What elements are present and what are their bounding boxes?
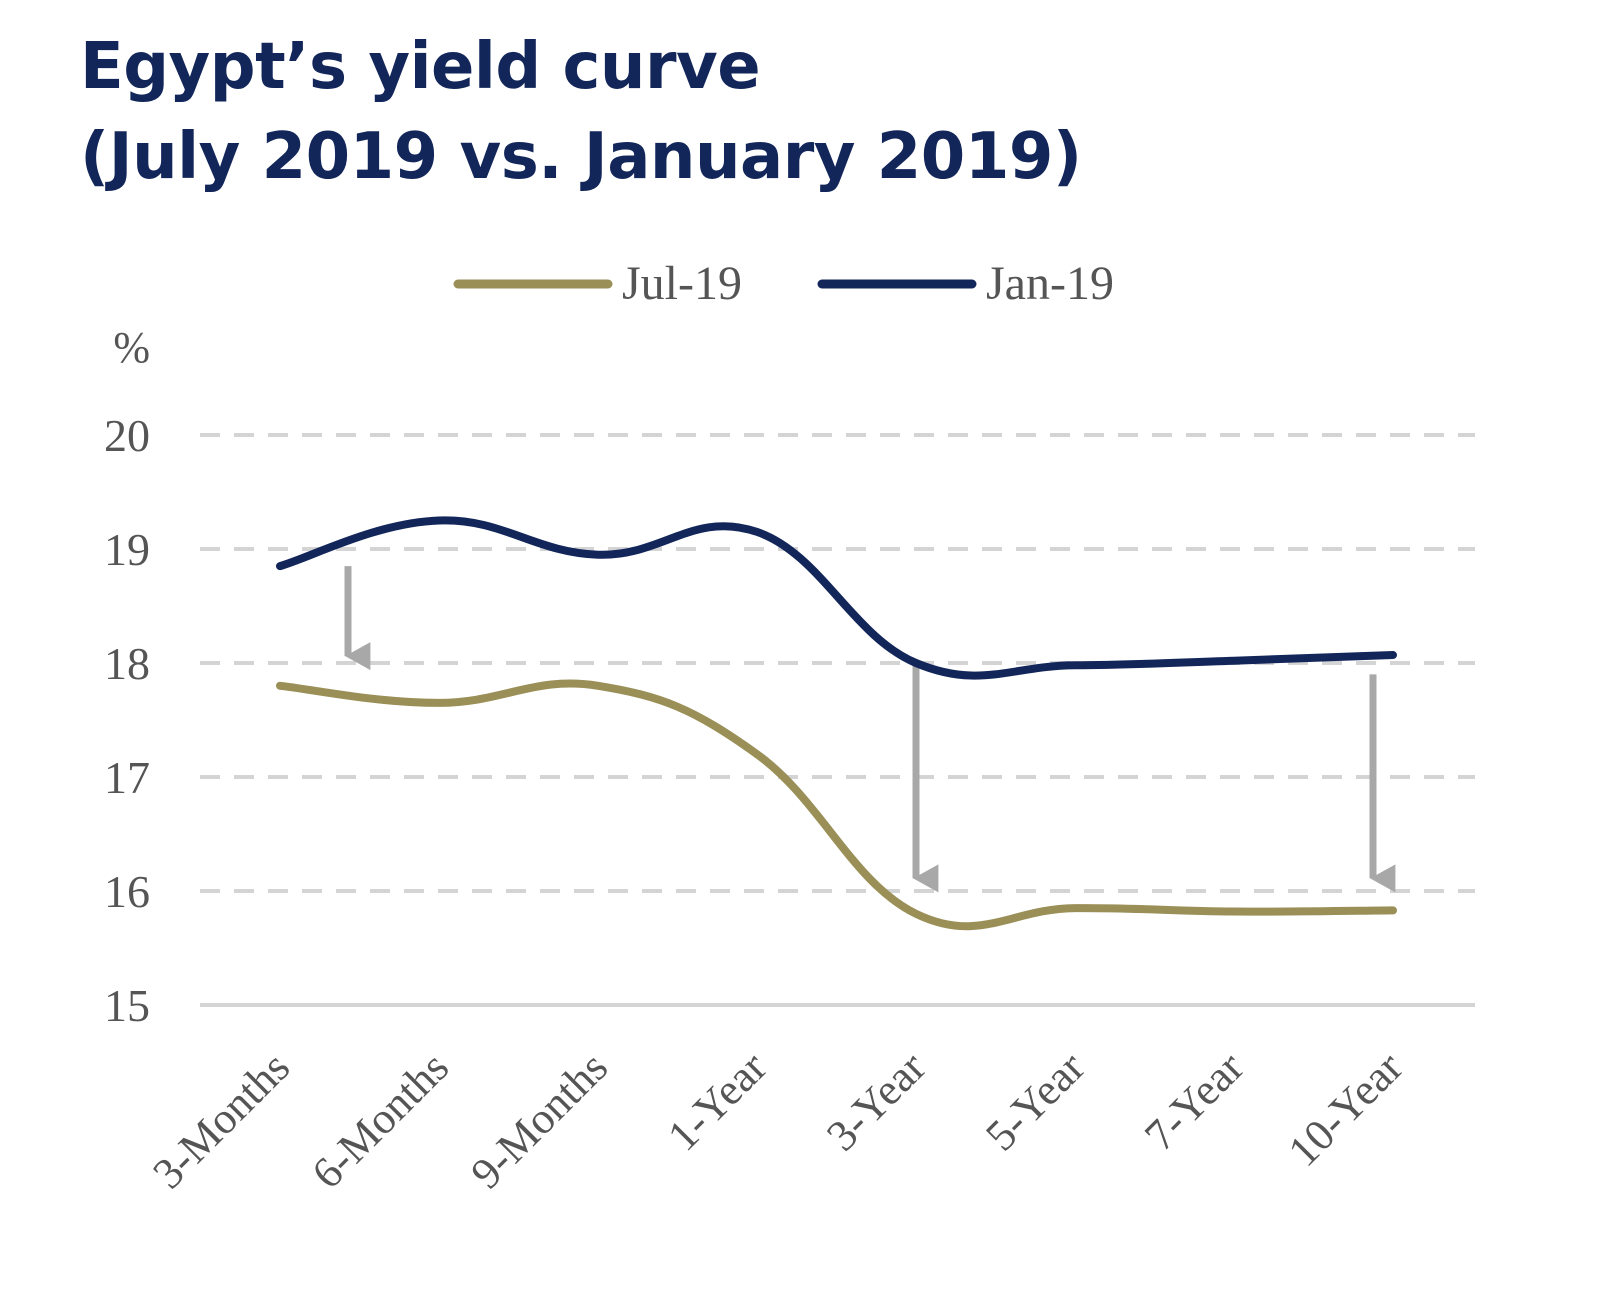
x-tick-label: 6-Months bbox=[302, 1042, 458, 1198]
y-tick-label: 19 bbox=[104, 524, 150, 575]
change-arrows bbox=[344, 566, 1396, 893]
y-axis-ticks: 15 16 17 18 19 20 bbox=[104, 410, 150, 1031]
y-tick-label: 15 bbox=[104, 980, 150, 1031]
x-tick-label: 3-Months bbox=[143, 1042, 299, 1198]
legend: Jul-19 Jan-19 bbox=[453, 257, 1114, 310]
x-axis-ticks: 3-Months 6-Months 9-Months 1-Year 3-Year 5-Ye… bbox=[143, 1042, 1412, 1198]
legend-label-jan-19: Jan-19 bbox=[986, 257, 1114, 310]
x-tick-label: 9-Months bbox=[461, 1042, 617, 1198]
x-tick-label: 10-Year bbox=[1279, 1042, 1413, 1176]
series-lines bbox=[276, 516, 1397, 931]
series-line-jul-19 bbox=[276, 679, 1397, 931]
gridlines bbox=[200, 433, 1475, 1007]
chart-title-line1: Egypt’s yield curve bbox=[80, 30, 761, 104]
chart-title-line2: (July 2019 vs. January 2019) bbox=[80, 120, 1082, 194]
x-tick-label: 1-Year bbox=[658, 1042, 776, 1160]
x-tick-label: 3-Year bbox=[817, 1042, 935, 1160]
x-tick-label: 7-Year bbox=[1135, 1042, 1253, 1160]
x-tick-label: 5-Year bbox=[976, 1042, 1094, 1160]
chart-title: Egypt’s yield curve (July 2019 vs. Janua… bbox=[80, 22, 1082, 202]
y-axis-unit-label: % bbox=[113, 323, 150, 372]
legend-label-jul-19: Jul-19 bbox=[622, 257, 742, 310]
series-line-jan-19 bbox=[276, 516, 1397, 680]
y-tick-label: 18 bbox=[104, 638, 150, 689]
y-tick-label: 17 bbox=[104, 752, 150, 803]
y-tick-label: 20 bbox=[104, 410, 150, 461]
y-tick-label: 16 bbox=[104, 866, 150, 917]
